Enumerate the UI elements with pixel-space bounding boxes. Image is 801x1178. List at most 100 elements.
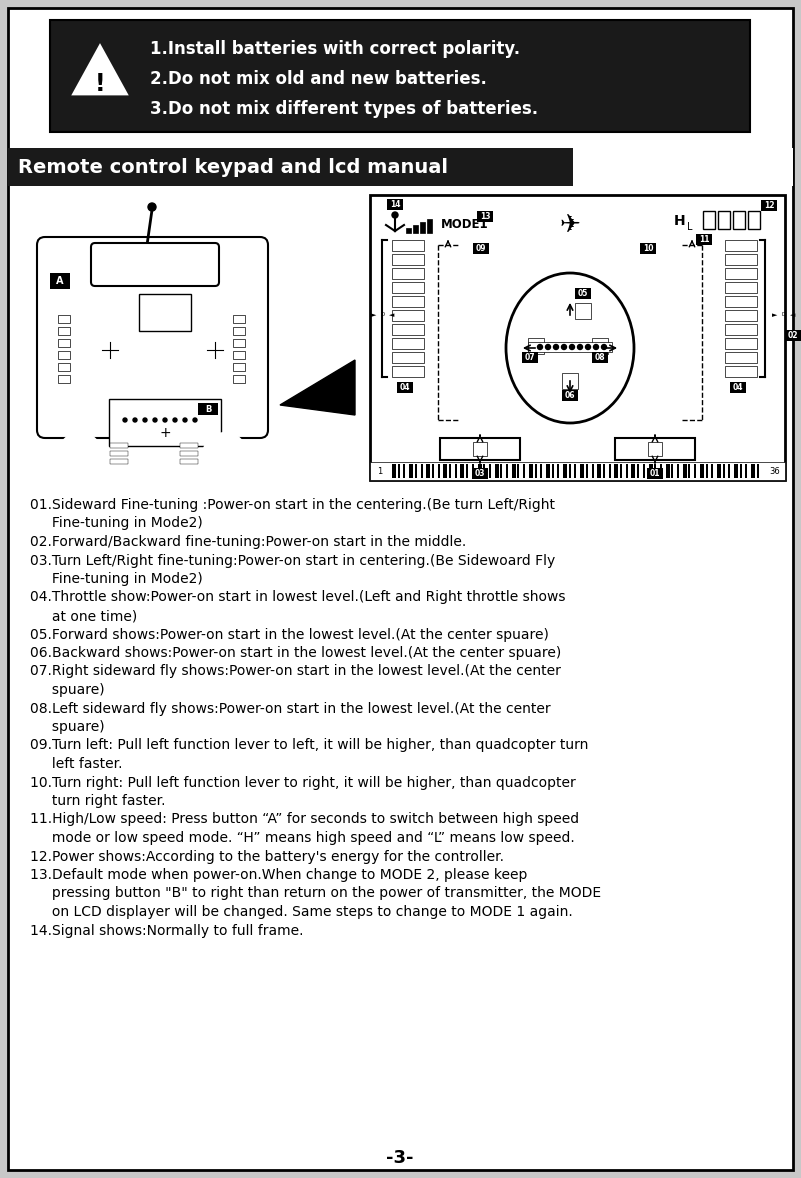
- FancyBboxPatch shape: [392, 464, 396, 478]
- FancyBboxPatch shape: [580, 464, 584, 478]
- FancyBboxPatch shape: [415, 464, 417, 478]
- Circle shape: [58, 434, 102, 477]
- Circle shape: [173, 418, 177, 422]
- Text: H: H: [674, 214, 686, 229]
- FancyBboxPatch shape: [529, 464, 533, 478]
- FancyBboxPatch shape: [591, 464, 594, 478]
- Text: 02: 02: [787, 331, 799, 340]
- FancyBboxPatch shape: [725, 324, 757, 335]
- Circle shape: [202, 337, 228, 363]
- Circle shape: [570, 344, 574, 350]
- FancyBboxPatch shape: [575, 287, 591, 299]
- Circle shape: [562, 344, 566, 350]
- FancyBboxPatch shape: [785, 330, 801, 340]
- FancyBboxPatch shape: [109, 399, 221, 446]
- Circle shape: [148, 203, 156, 211]
- Text: 1.Install batteries with correct polarity.: 1.Install batteries with correct polarit…: [150, 40, 520, 58]
- FancyBboxPatch shape: [711, 464, 713, 478]
- FancyBboxPatch shape: [626, 464, 628, 478]
- FancyBboxPatch shape: [8, 148, 573, 186]
- FancyBboxPatch shape: [397, 382, 413, 393]
- FancyBboxPatch shape: [437, 464, 440, 478]
- FancyBboxPatch shape: [728, 464, 731, 478]
- Circle shape: [86, 326, 134, 373]
- Text: 12: 12: [763, 201, 775, 210]
- FancyBboxPatch shape: [392, 254, 424, 265]
- FancyBboxPatch shape: [392, 352, 424, 363]
- FancyBboxPatch shape: [406, 229, 411, 233]
- FancyBboxPatch shape: [233, 315, 245, 323]
- Text: 08.Left sideward fly shows:Power-on start in the lowest level.(At the center: 08.Left sideward fly shows:Power-on star…: [30, 702, 550, 715]
- FancyBboxPatch shape: [110, 443, 128, 448]
- FancyBboxPatch shape: [552, 464, 553, 478]
- Circle shape: [602, 344, 606, 350]
- FancyBboxPatch shape: [489, 464, 491, 478]
- Text: 09: 09: [476, 244, 486, 253]
- Text: on LCD displayer will be changed. Same steps to change to MODE 1 again.: on LCD displayer will be changed. Same s…: [30, 905, 573, 919]
- Text: 3.Do not mix different types of batteries.: 3.Do not mix different types of batterie…: [150, 100, 538, 118]
- FancyBboxPatch shape: [528, 342, 612, 352]
- FancyBboxPatch shape: [534, 464, 537, 478]
- FancyBboxPatch shape: [413, 225, 418, 233]
- FancyBboxPatch shape: [466, 464, 468, 478]
- FancyBboxPatch shape: [666, 464, 670, 478]
- FancyBboxPatch shape: [733, 211, 745, 229]
- FancyBboxPatch shape: [751, 464, 755, 478]
- Text: ◄: ◄: [389, 312, 395, 318]
- FancyBboxPatch shape: [546, 464, 550, 478]
- Text: L: L: [687, 221, 693, 232]
- FancyBboxPatch shape: [420, 221, 425, 233]
- Text: A: A: [56, 276, 64, 286]
- FancyBboxPatch shape: [233, 351, 245, 359]
- FancyBboxPatch shape: [8, 8, 793, 1170]
- FancyBboxPatch shape: [58, 351, 70, 359]
- Text: -3-: -3-: [386, 1149, 414, 1167]
- Text: 11: 11: [698, 234, 709, 244]
- FancyBboxPatch shape: [392, 269, 424, 279]
- FancyBboxPatch shape: [615, 438, 695, 459]
- FancyBboxPatch shape: [730, 382, 746, 393]
- Circle shape: [553, 344, 558, 350]
- FancyBboxPatch shape: [642, 464, 645, 478]
- FancyBboxPatch shape: [180, 443, 198, 448]
- FancyBboxPatch shape: [569, 464, 570, 478]
- Text: 04: 04: [400, 383, 410, 392]
- FancyBboxPatch shape: [198, 403, 218, 415]
- FancyBboxPatch shape: [50, 273, 70, 289]
- FancyBboxPatch shape: [592, 338, 608, 355]
- FancyBboxPatch shape: [50, 20, 750, 132]
- Circle shape: [163, 418, 167, 422]
- FancyBboxPatch shape: [443, 464, 447, 478]
- FancyBboxPatch shape: [718, 211, 730, 229]
- FancyBboxPatch shape: [473, 442, 487, 456]
- FancyBboxPatch shape: [473, 243, 489, 254]
- FancyBboxPatch shape: [725, 352, 757, 363]
- FancyBboxPatch shape: [58, 315, 70, 323]
- FancyBboxPatch shape: [392, 282, 424, 293]
- FancyBboxPatch shape: [598, 464, 602, 478]
- FancyBboxPatch shape: [58, 363, 70, 371]
- FancyBboxPatch shape: [696, 234, 712, 245]
- Text: spuare): spuare): [30, 720, 105, 734]
- FancyBboxPatch shape: [506, 464, 508, 478]
- FancyBboxPatch shape: [449, 464, 451, 478]
- Text: ✈: ✈: [560, 213, 581, 237]
- Circle shape: [97, 337, 123, 363]
- Text: 03: 03: [475, 469, 485, 478]
- FancyBboxPatch shape: [58, 375, 70, 383]
- FancyBboxPatch shape: [694, 464, 696, 478]
- FancyBboxPatch shape: [392, 296, 424, 307]
- Text: MODE1: MODE1: [441, 218, 489, 232]
- FancyBboxPatch shape: [703, 211, 715, 229]
- FancyBboxPatch shape: [648, 442, 662, 456]
- FancyBboxPatch shape: [660, 464, 662, 478]
- FancyBboxPatch shape: [640, 243, 656, 254]
- FancyBboxPatch shape: [501, 464, 502, 478]
- FancyBboxPatch shape: [557, 464, 559, 478]
- FancyBboxPatch shape: [603, 464, 605, 478]
- Text: ►: ►: [372, 312, 376, 318]
- Text: 1: 1: [377, 466, 383, 476]
- Text: Fine-tuning in Mode2): Fine-tuning in Mode2): [30, 516, 203, 530]
- FancyBboxPatch shape: [483, 464, 485, 478]
- FancyBboxPatch shape: [233, 375, 245, 383]
